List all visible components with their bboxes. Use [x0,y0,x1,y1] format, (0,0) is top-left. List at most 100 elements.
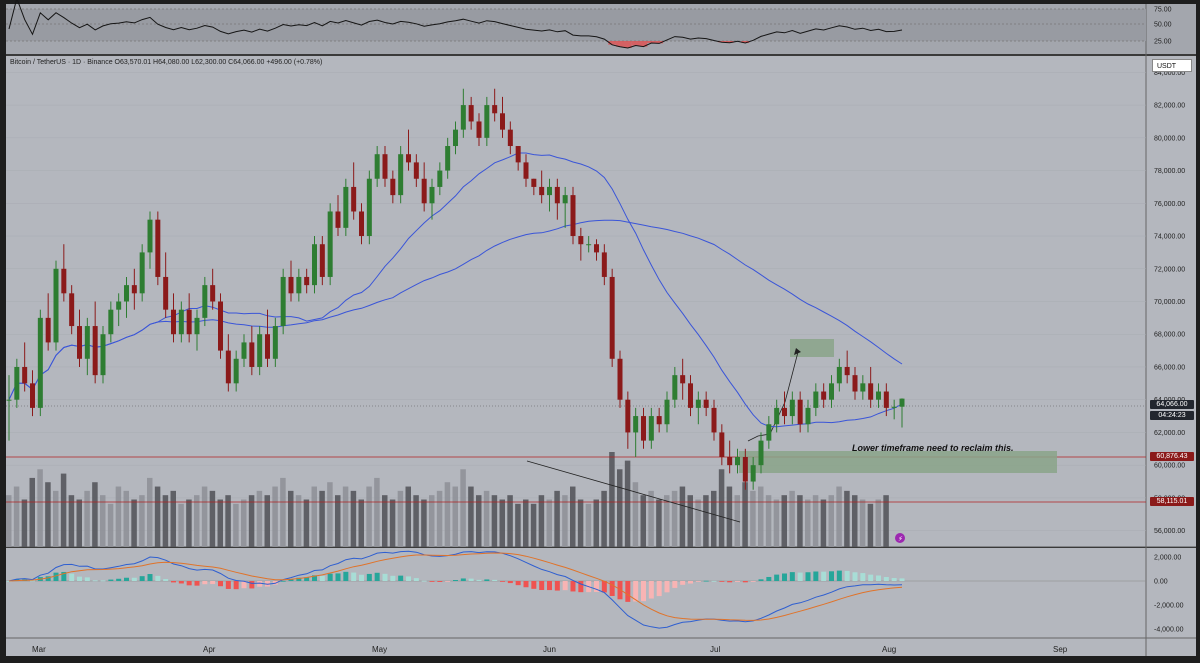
candle-body [319,244,325,277]
candle-body [280,276,286,327]
volume-bar [601,490,607,547]
candle-body [742,456,748,482]
price-tick-label: 66,000.00 [1154,364,1185,371]
volume-bar [327,482,333,547]
candle-body [343,186,349,228]
volume-bar [476,495,482,547]
rsi-tick-label: 25.00 [1154,39,1172,46]
macd-hist-bar [460,578,466,581]
macd-hist-bar [735,581,740,582]
volume-bar [413,495,419,547]
macd-hist-bar [116,578,122,581]
candle-body [186,309,192,335]
macd-hist-bar [265,581,270,587]
macd-hist-bar [437,581,443,582]
volume-bar [131,499,137,547]
macd-hist-bar [492,579,498,581]
macd-hist-bar [805,572,811,581]
volume-bar [617,469,623,547]
volume-bar [570,486,576,547]
candle-body [539,186,545,196]
price-tick-label: 68,000.00 [1154,332,1185,339]
candle-body [218,301,223,351]
macd-hist-bar [343,571,349,581]
macd-hist-bar [225,581,231,589]
candle-body [531,178,537,187]
macd-hist-bar [382,573,388,581]
candle-body [155,219,161,277]
candle-body [891,406,897,408]
current-price-label: 64,066.00 [1150,400,1194,409]
macd-hist-bar [844,570,850,581]
volume-bar [452,486,458,547]
volume-bar [765,495,772,547]
candle-body [664,399,670,425]
volume-bar [812,495,819,547]
volume-bar [209,490,216,547]
volume-bar [523,499,529,547]
macd-hist-bar [766,576,772,581]
volume-bar [468,486,474,547]
macd-hist-bar [366,573,372,581]
candle-body [711,407,717,433]
volume-bar [248,495,255,547]
price-tick-label: 82,000.00 [1154,103,1185,110]
volume-bar [742,482,748,547]
volume-bar [679,486,686,547]
volume-bar [397,490,404,547]
candle-body [272,326,278,359]
volume-bar [805,499,811,547]
macd-hist-bar [233,581,239,590]
candle-body [703,399,709,408]
candle-body [460,105,466,130]
macd-hist-bar [374,572,380,581]
macd-hist-bar [398,575,404,581]
volume-bar [593,499,599,547]
macd-hist-bar [899,578,905,581]
price-tick-label: 56,000.00 [1154,528,1185,535]
volume-bar [483,490,490,547]
candle-body [766,424,772,441]
volume-bar [225,495,231,547]
macd-histogram [6,570,905,602]
time-axis [6,638,1196,656]
volume-bar [538,495,545,547]
macd-tick-label: -4,000.00 [1154,627,1184,634]
candle-body [100,334,106,376]
candle-body [641,416,646,441]
candle-body [758,440,764,466]
macd-hist-bar [186,581,192,586]
candle-body [688,383,693,408]
volume-bar [773,499,780,547]
level-label-2: 58,115.01 [1150,497,1194,506]
volume-bars [6,452,889,547]
price-tick-label: 72,000.00 [1154,266,1185,273]
annotation-text: Lower timeframe need to reclaim this. [852,443,1014,453]
macd-hist-bar [77,576,82,581]
macd-hist-bar [883,577,889,581]
candle-body [860,383,866,392]
currency-badge[interactable]: USDT [1152,59,1192,72]
volume-bar [37,469,43,547]
candle-body [398,154,404,196]
volume-bar [178,503,184,547]
candle-body [296,276,302,294]
macd-hist-bar [656,581,662,597]
macd-hist-bar [304,577,310,581]
time-tick-label: Apr [203,645,216,654]
volume-bar [107,503,114,547]
countdown-label: 04:24:23 [1150,411,1194,420]
macd-hist-bar [218,581,223,587]
macd-hist-bar [774,574,780,581]
candle-body [406,154,411,163]
volume-bar [859,499,866,547]
macd-hist-bar [562,581,568,591]
macd-hist-bar [445,581,451,582]
volume-bar [256,490,263,547]
candle-body [225,350,231,384]
price-tick-label: 78,000.00 [1154,168,1185,175]
candle-body [374,154,380,179]
candle-body [124,285,129,302]
macd-hist-bar [609,581,615,596]
